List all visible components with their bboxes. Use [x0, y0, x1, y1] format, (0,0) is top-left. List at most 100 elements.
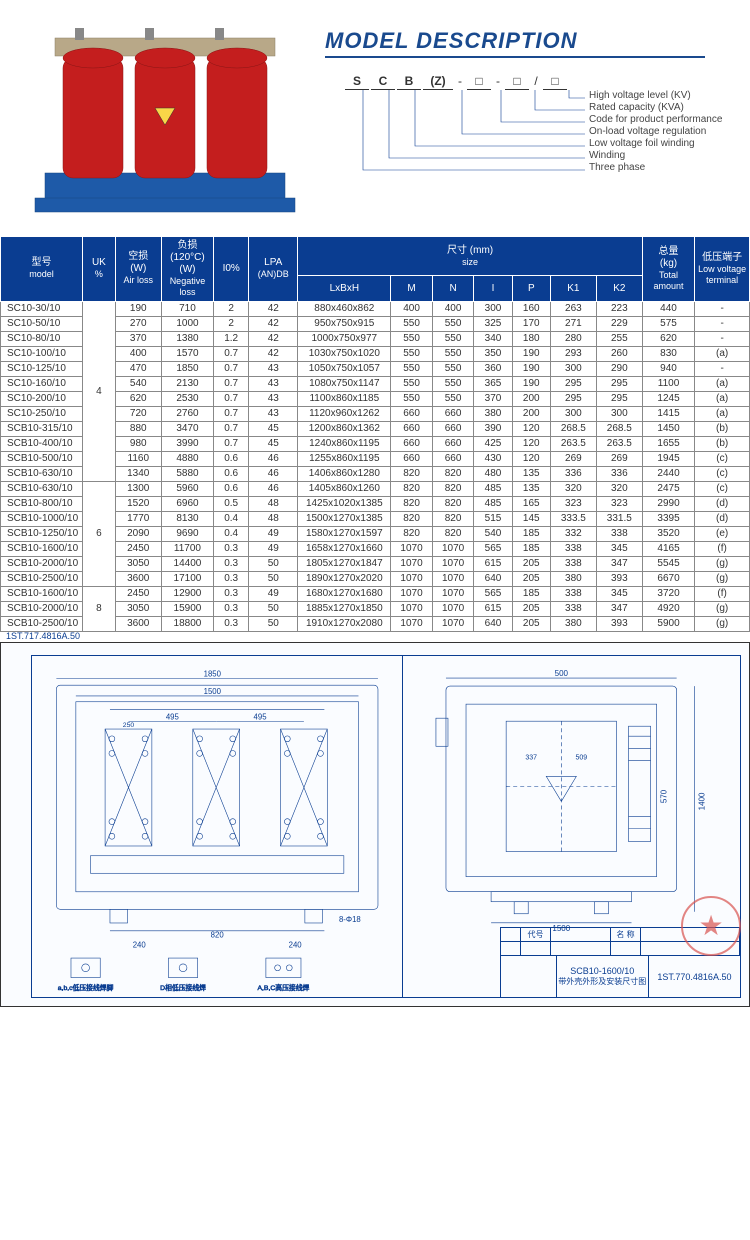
table-subheader: P	[512, 276, 550, 301]
cell: 320	[596, 481, 642, 496]
table-row: SCB10-630/106130059600.6461405x860x12608…	[1, 481, 750, 496]
cell: 1850	[161, 361, 213, 376]
cell: 550	[391, 391, 433, 406]
cell: 550	[432, 331, 474, 346]
svg-text:a,b,c低压接线焊脚: a,b,c低压接线焊脚	[58, 983, 114, 992]
cell: 17100	[161, 571, 213, 586]
cell: 43	[249, 391, 298, 406]
cell: 135	[512, 481, 550, 496]
cell: 1070	[391, 541, 433, 556]
code-slash: /	[531, 72, 541, 90]
cell-model: SC10-100/10	[1, 346, 83, 361]
cell: 660	[391, 436, 433, 451]
cell: 400	[432, 301, 474, 316]
cell: 300	[596, 406, 642, 421]
cell: 4880	[161, 451, 213, 466]
cell: 3600	[115, 616, 161, 631]
cell: 1100x860x1185	[298, 391, 391, 406]
svg-text:570: 570	[660, 789, 669, 803]
cell: 6960	[161, 496, 213, 511]
svg-text:A,B,C高压接线焊: A,B,C高压接线焊	[258, 983, 310, 992]
cell: 720	[115, 406, 161, 421]
cell: 345	[596, 541, 642, 556]
legend-list: High voltage level (KV) Rated capacity (…	[589, 90, 722, 174]
cell: 2090	[115, 526, 161, 541]
cell-model: SCB10-2500/10	[1, 616, 83, 631]
cell: 42	[249, 346, 298, 361]
cell: 50	[249, 556, 298, 571]
cell: 575	[642, 316, 694, 331]
cell: 1415	[642, 406, 694, 421]
title-underline	[325, 56, 705, 58]
cell: 0.5	[214, 496, 249, 511]
cell: 336	[550, 466, 596, 481]
cell: 1000	[161, 316, 213, 331]
cell: 515	[474, 511, 512, 526]
cell: 1520	[115, 496, 161, 511]
drawing-front-view: 1850 1500 495 495 250 820 240 240 8-Φ18 …	[32, 656, 403, 997]
product-image	[15, 8, 315, 228]
cell: 9690	[161, 526, 213, 541]
cell: 660	[391, 421, 433, 436]
cell: 190	[115, 301, 161, 316]
cell: 300	[550, 361, 596, 376]
cell: (c)	[695, 451, 750, 466]
cell: 380	[550, 616, 596, 631]
cell: 350	[474, 346, 512, 361]
cell: 550	[391, 361, 433, 376]
svg-text:820: 820	[211, 930, 225, 939]
cell: 0.3	[214, 616, 249, 631]
cell: 271	[550, 316, 596, 331]
table-subheader: K2	[596, 276, 642, 301]
cell: 620	[642, 331, 694, 346]
cell: 880x460x862	[298, 301, 391, 316]
cell: 145	[512, 511, 550, 526]
cell: 615	[474, 601, 512, 616]
cell: 0.3	[214, 541, 249, 556]
cell: 120	[512, 451, 550, 466]
cell: 400	[391, 301, 433, 316]
cell-model: SC10-125/10	[1, 361, 83, 376]
cell: 43	[249, 376, 298, 391]
cell: 185	[512, 541, 550, 556]
cell: 820	[391, 466, 433, 481]
cell: 2530	[161, 391, 213, 406]
cell: (g)	[695, 616, 750, 631]
cell: (b)	[695, 421, 750, 436]
svg-text:500: 500	[555, 669, 569, 678]
cell: 45	[249, 421, 298, 436]
cell: 11700	[161, 541, 213, 556]
legend-item: On-load voltage regulation	[589, 126, 722, 138]
cell: 1245	[642, 391, 694, 406]
cell: 3050	[115, 601, 161, 616]
cell-model: SCB10-2000/10	[1, 601, 83, 616]
cell: 0.7	[214, 406, 249, 421]
code-dash1: -	[455, 72, 465, 90]
cell: 550	[432, 376, 474, 391]
svg-text:495: 495	[166, 712, 179, 721]
cell: 340	[474, 331, 512, 346]
cell: 2	[214, 301, 249, 316]
spec-table: 型号modelUK%空损(W)Air loss负损(120°C)(W)Negat…	[0, 236, 750, 632]
cell: 615	[474, 556, 512, 571]
cell: -	[695, 301, 750, 316]
cell: 338	[550, 601, 596, 616]
cell: 1425x1020x1385	[298, 496, 391, 511]
table-row: SC10-30/104190710242880x460x862400400300…	[1, 301, 750, 316]
cell: 1030x750x1020	[298, 346, 391, 361]
cell: 6670	[642, 571, 694, 586]
cell: 1070	[391, 586, 433, 601]
cell: 338	[596, 526, 642, 541]
cell-model: SCB10-800/10	[1, 496, 83, 511]
cell: (b)	[695, 436, 750, 451]
cell: 263	[550, 301, 596, 316]
table-header: 尺寸 (mm)size	[298, 237, 642, 276]
table-header: 空损(W)Air loss	[115, 237, 161, 302]
cell: 0.7	[214, 436, 249, 451]
cell: 540	[115, 376, 161, 391]
cell: 50	[249, 571, 298, 586]
cell: 43	[249, 361, 298, 376]
cell: 3600	[115, 571, 161, 586]
cell: 190	[512, 376, 550, 391]
cell: 1070	[432, 616, 474, 631]
